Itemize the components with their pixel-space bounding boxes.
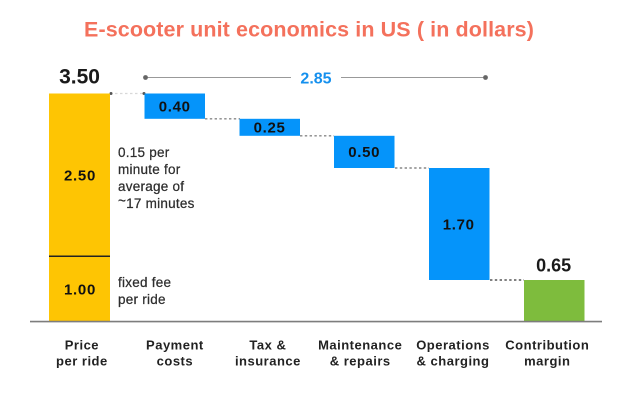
svg-text:2.85: 2.85 xyxy=(300,71,331,88)
svg-text:0.40: 0.40 xyxy=(159,98,191,115)
svg-text:Price: Price xyxy=(65,337,99,352)
svg-text:1.70: 1.70 xyxy=(443,216,475,233)
svg-text:Maintenance: Maintenance xyxy=(318,337,402,352)
svg-text:E-scooter unit economics in US: E-scooter unit economics in US ( in doll… xyxy=(84,18,534,42)
svg-text:minute for: minute for xyxy=(118,162,181,177)
svg-text:Operations: Operations xyxy=(416,337,490,352)
svg-text:1.00: 1.00 xyxy=(64,281,96,298)
svg-text:costs: costs xyxy=(157,354,193,369)
svg-text:0.25: 0.25 xyxy=(254,120,286,137)
svg-text:& charging: & charging xyxy=(417,354,490,369)
svg-text:0.50: 0.50 xyxy=(348,144,380,161)
svg-text:& repairs: & repairs xyxy=(330,354,391,369)
svg-text:Tax &: Tax & xyxy=(249,337,286,352)
svg-text:Payment: Payment xyxy=(146,337,204,352)
svg-text:Contribution: Contribution xyxy=(505,337,589,352)
svg-text:average of: average of xyxy=(118,179,184,194)
svg-text:0.65: 0.65 xyxy=(536,256,571,276)
svg-text:margin: margin xyxy=(524,354,570,369)
svg-text:per ride: per ride xyxy=(118,292,166,307)
svg-text:2.50: 2.50 xyxy=(64,167,96,184)
svg-text:fixed fee: fixed fee xyxy=(118,275,171,290)
svg-text:insurance: insurance xyxy=(235,354,301,369)
svg-text:per ride: per ride xyxy=(56,354,108,369)
svg-text:3.50: 3.50 xyxy=(59,65,100,88)
svg-text:~17 minutes: ~17 minutes xyxy=(118,194,195,212)
svg-text:0.15 per: 0.15 per xyxy=(118,145,170,160)
